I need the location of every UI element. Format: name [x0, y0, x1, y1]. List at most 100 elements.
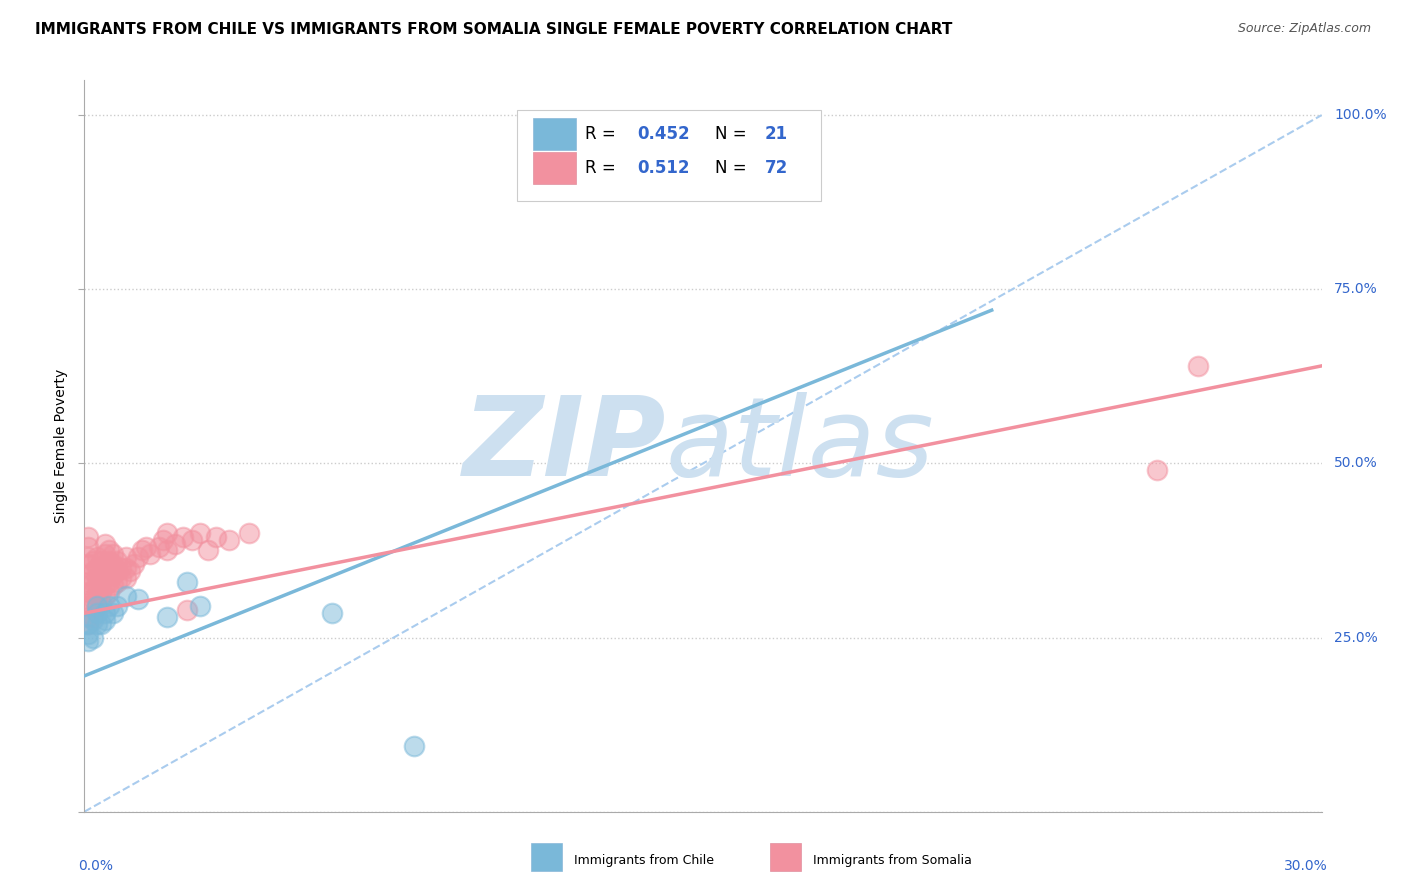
Text: 72: 72: [765, 159, 789, 177]
Point: [238, 526, 260, 541]
Point: [86, 616, 108, 631]
Point: [90, 616, 112, 631]
Point: [218, 533, 240, 547]
Point: [77, 616, 100, 631]
Point: [94, 613, 117, 627]
Point: [131, 543, 153, 558]
Point: [105, 565, 128, 579]
Point: [197, 543, 219, 558]
Text: 100.0%: 100.0%: [1334, 108, 1386, 122]
Point: [188, 526, 211, 541]
Point: [98, 565, 121, 579]
Point: [176, 603, 198, 617]
Text: N =: N =: [716, 159, 752, 177]
Point: [77, 558, 100, 572]
Point: [176, 574, 198, 589]
Point: [94, 606, 117, 620]
Point: [98, 543, 121, 558]
Point: [86, 599, 108, 614]
Point: [105, 554, 128, 568]
Point: [77, 585, 100, 599]
Point: [77, 530, 100, 544]
Point: [98, 585, 121, 599]
Point: [82, 585, 104, 599]
Point: [118, 565, 141, 579]
Point: [77, 540, 100, 554]
Text: 0.512: 0.512: [637, 159, 690, 177]
Point: [82, 609, 104, 624]
Point: [90, 585, 112, 599]
Point: [127, 592, 149, 607]
Text: 0.0%: 0.0%: [79, 859, 112, 873]
Point: [82, 592, 104, 607]
Point: [114, 589, 136, 603]
Point: [156, 609, 179, 624]
Point: [77, 627, 100, 641]
Point: [86, 550, 108, 565]
Point: [77, 574, 100, 589]
Point: [103, 558, 125, 572]
Point: [90, 596, 112, 610]
Point: [94, 558, 117, 572]
Point: [152, 533, 174, 547]
Point: [86, 606, 108, 620]
FancyBboxPatch shape: [533, 152, 575, 184]
Point: [77, 550, 100, 565]
Point: [77, 596, 100, 610]
Point: [94, 567, 117, 582]
Point: [127, 550, 149, 565]
Point: [77, 609, 100, 624]
Text: N =: N =: [716, 125, 752, 143]
Point: [94, 589, 117, 603]
Point: [114, 550, 136, 565]
Point: [135, 540, 157, 554]
Text: ZIP: ZIP: [463, 392, 666, 500]
Text: IMMIGRANTS FROM CHILE VS IMMIGRANTS FROM SOMALIA SINGLE FEMALE POVERTY CORRELATI: IMMIGRANTS FROM CHILE VS IMMIGRANTS FROM…: [35, 22, 952, 37]
Point: [77, 634, 100, 648]
Point: [90, 565, 112, 579]
Text: 21: 21: [765, 125, 787, 143]
Text: 25.0%: 25.0%: [1334, 631, 1378, 645]
Point: [122, 558, 145, 572]
Point: [110, 571, 132, 585]
Point: [77, 599, 100, 614]
Point: [94, 536, 117, 550]
Point: [165, 536, 187, 550]
Point: [82, 554, 104, 568]
Point: [86, 578, 108, 592]
Point: [90, 554, 112, 568]
Point: [114, 561, 136, 575]
Point: [404, 739, 426, 753]
Point: [90, 574, 112, 589]
Point: [105, 599, 128, 614]
Point: [110, 561, 132, 575]
Point: [94, 578, 117, 592]
Point: [82, 565, 104, 579]
FancyBboxPatch shape: [533, 118, 575, 150]
Point: [188, 599, 211, 614]
Point: [180, 533, 202, 547]
Point: [82, 613, 104, 627]
Text: R =: R =: [585, 125, 621, 143]
Point: [114, 571, 136, 585]
Point: [172, 530, 194, 544]
Text: Source: ZipAtlas.com: Source: ZipAtlas.com: [1237, 22, 1371, 36]
Text: 50.0%: 50.0%: [1334, 457, 1378, 470]
Point: [77, 616, 100, 631]
Point: [86, 571, 108, 585]
Point: [148, 540, 170, 554]
FancyBboxPatch shape: [517, 110, 821, 201]
Point: [82, 574, 104, 589]
Text: Immigrants from Somalia: Immigrants from Somalia: [813, 855, 972, 867]
Point: [321, 606, 343, 620]
Text: R =: R =: [585, 159, 621, 177]
Point: [103, 578, 125, 592]
Point: [1187, 359, 1209, 373]
Point: [156, 526, 179, 541]
Point: [156, 543, 179, 558]
Point: [77, 567, 100, 582]
Point: [98, 599, 121, 614]
Point: [98, 554, 121, 568]
Text: atlas: atlas: [666, 392, 935, 500]
Point: [86, 561, 108, 575]
